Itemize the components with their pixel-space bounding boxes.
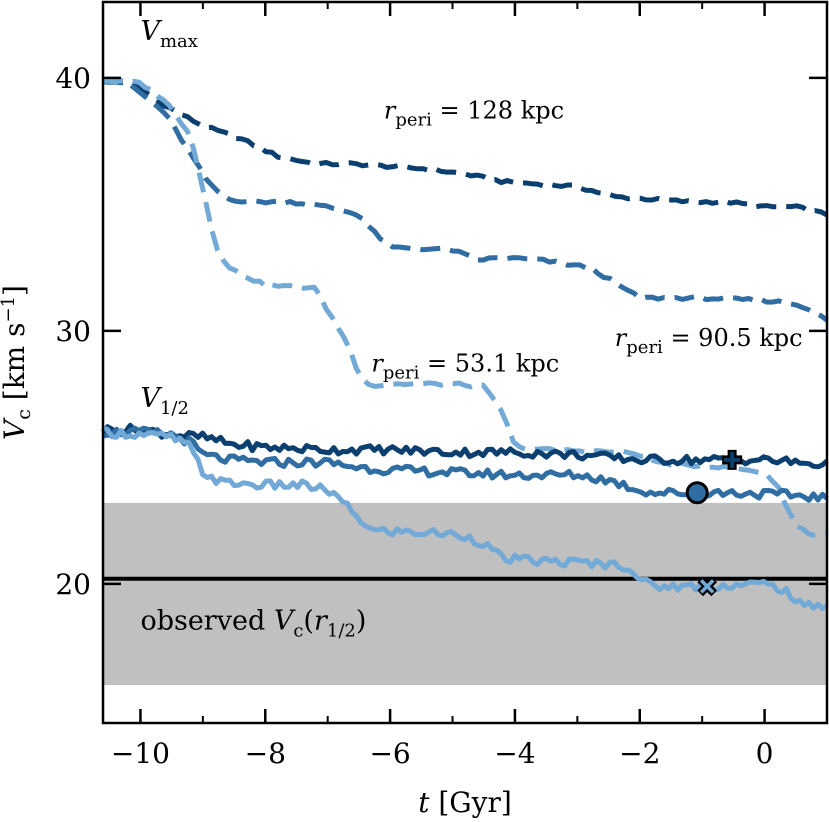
annotations-layer: Vmax V1/2 rperi = 128 kpc rperi = 90.5 kpc r… (140, 16, 802, 641)
y-tick-label: 40 (55, 62, 91, 95)
plot-frame (101, 0, 829, 725)
y-axis-label: Vc [km s−1] (0, 285, 35, 440)
observed-band-layer (103, 502, 827, 686)
observed-label: observed Vc(r1/2) (140, 605, 366, 641)
x-tick-label: −6 (369, 737, 410, 770)
vmax-light-line (103, 77, 828, 538)
x-fill (699, 579, 715, 594)
vhalf-label: V1/2 (140, 383, 188, 419)
vhalf-dark-line (101, 422, 829, 470)
x-marker (697, 576, 717, 597)
x-tick-label: −10 (111, 737, 170, 770)
plus-fill (724, 451, 741, 468)
plus-marker (722, 449, 743, 470)
vmax-mid-line (102, 79, 829, 323)
x-tick-label: −4 (494, 737, 535, 770)
x-tick-label: 0 (756, 737, 774, 770)
vmax-label: Vmax (140, 16, 197, 52)
observed-band (103, 502, 827, 686)
circle-marker (685, 481, 709, 505)
series-layer (101, 77, 829, 612)
y-tick-label: 30 (55, 315, 91, 348)
x-tick-label: −8 (245, 737, 286, 770)
vmax-dark-line (102, 77, 829, 218)
y-tick-label: 20 (55, 568, 91, 601)
markers-layer (685, 449, 743, 597)
x-axis-label: t [Gyr] (418, 786, 512, 819)
rperi-128-label: rperi = 128 kpc (384, 96, 564, 130)
rperi-90-label: rperi = 90.5 kpc (615, 324, 803, 358)
x-tick-label: −2 (619, 737, 660, 770)
rperi-53-label: rperi = 53.1 kpc (371, 349, 559, 383)
